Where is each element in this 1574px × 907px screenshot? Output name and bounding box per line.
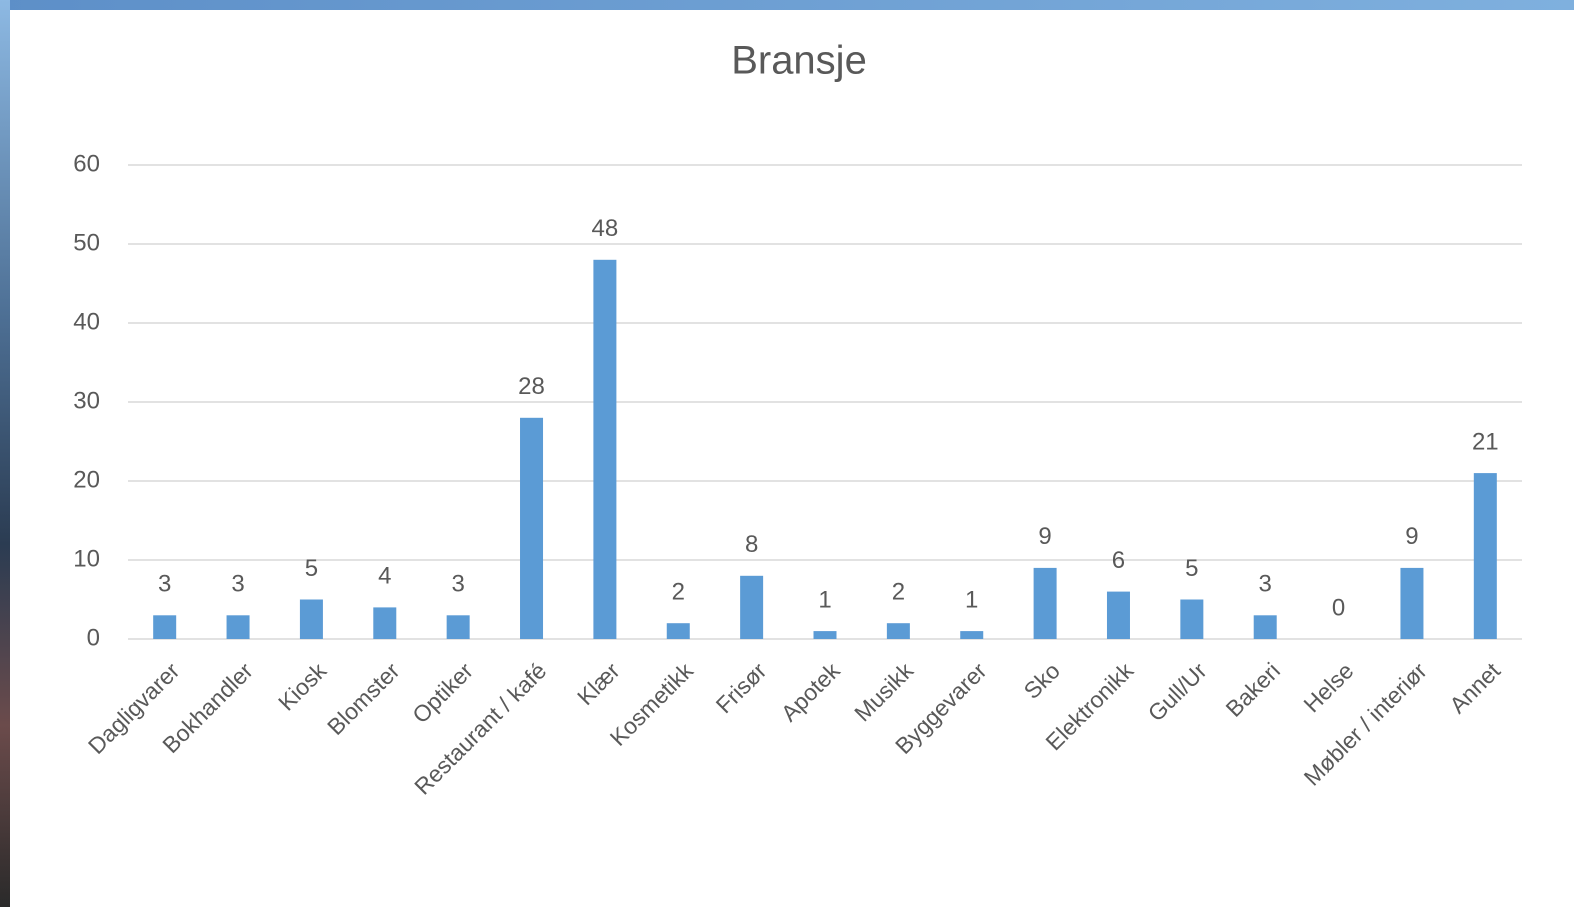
left-border: [0, 0, 10, 907]
y-tick-label: 40: [73, 308, 100, 335]
bar: [226, 615, 250, 639]
y-tick-label: 50: [73, 229, 100, 256]
data-label: 2: [892, 579, 905, 606]
bar: [813, 631, 837, 639]
data-label: 2: [672, 579, 685, 606]
bar: [153, 615, 177, 639]
data-label: 3: [231, 571, 244, 598]
bar: [446, 615, 470, 639]
y-tick-label: 10: [73, 545, 100, 572]
bar: [1473, 473, 1497, 639]
data-label: 3: [451, 571, 464, 598]
bar: [666, 623, 690, 639]
data-label: 3: [1259, 571, 1272, 598]
bar: [960, 631, 984, 639]
data-label: 5: [305, 555, 318, 582]
data-label: 5: [1185, 555, 1198, 582]
top-border: [0, 0, 1574, 10]
bar: [299, 599, 323, 639]
bar: [1253, 615, 1277, 639]
data-label: 48: [592, 215, 619, 242]
y-tick-label: 20: [73, 466, 100, 493]
data-label: 1: [818, 586, 831, 613]
data-label: 6: [1112, 547, 1125, 574]
bar: [886, 623, 910, 639]
y-tick-label: 60: [73, 150, 100, 177]
data-label: 4: [378, 563, 391, 590]
data-label: 21: [1472, 428, 1499, 455]
bar: [1400, 567, 1424, 639]
chart-title: Bransje: [731, 39, 867, 83]
bar: [373, 607, 397, 639]
data-label: 8: [745, 531, 758, 558]
y-tick-label: 0: [87, 624, 100, 651]
data-label: 1: [965, 586, 978, 613]
data-label: 3: [158, 571, 171, 598]
y-tick-label: 30: [73, 387, 100, 414]
data-label: 9: [1038, 523, 1051, 550]
bar: [1180, 599, 1204, 639]
data-label: 28: [518, 373, 545, 400]
bar: [593, 259, 617, 639]
bar: [740, 575, 764, 639]
bar: [520, 417, 544, 639]
data-label: 0: [1332, 594, 1345, 621]
bar: [1106, 591, 1130, 639]
data-label: 9: [1405, 523, 1418, 550]
bar: [1033, 567, 1057, 639]
